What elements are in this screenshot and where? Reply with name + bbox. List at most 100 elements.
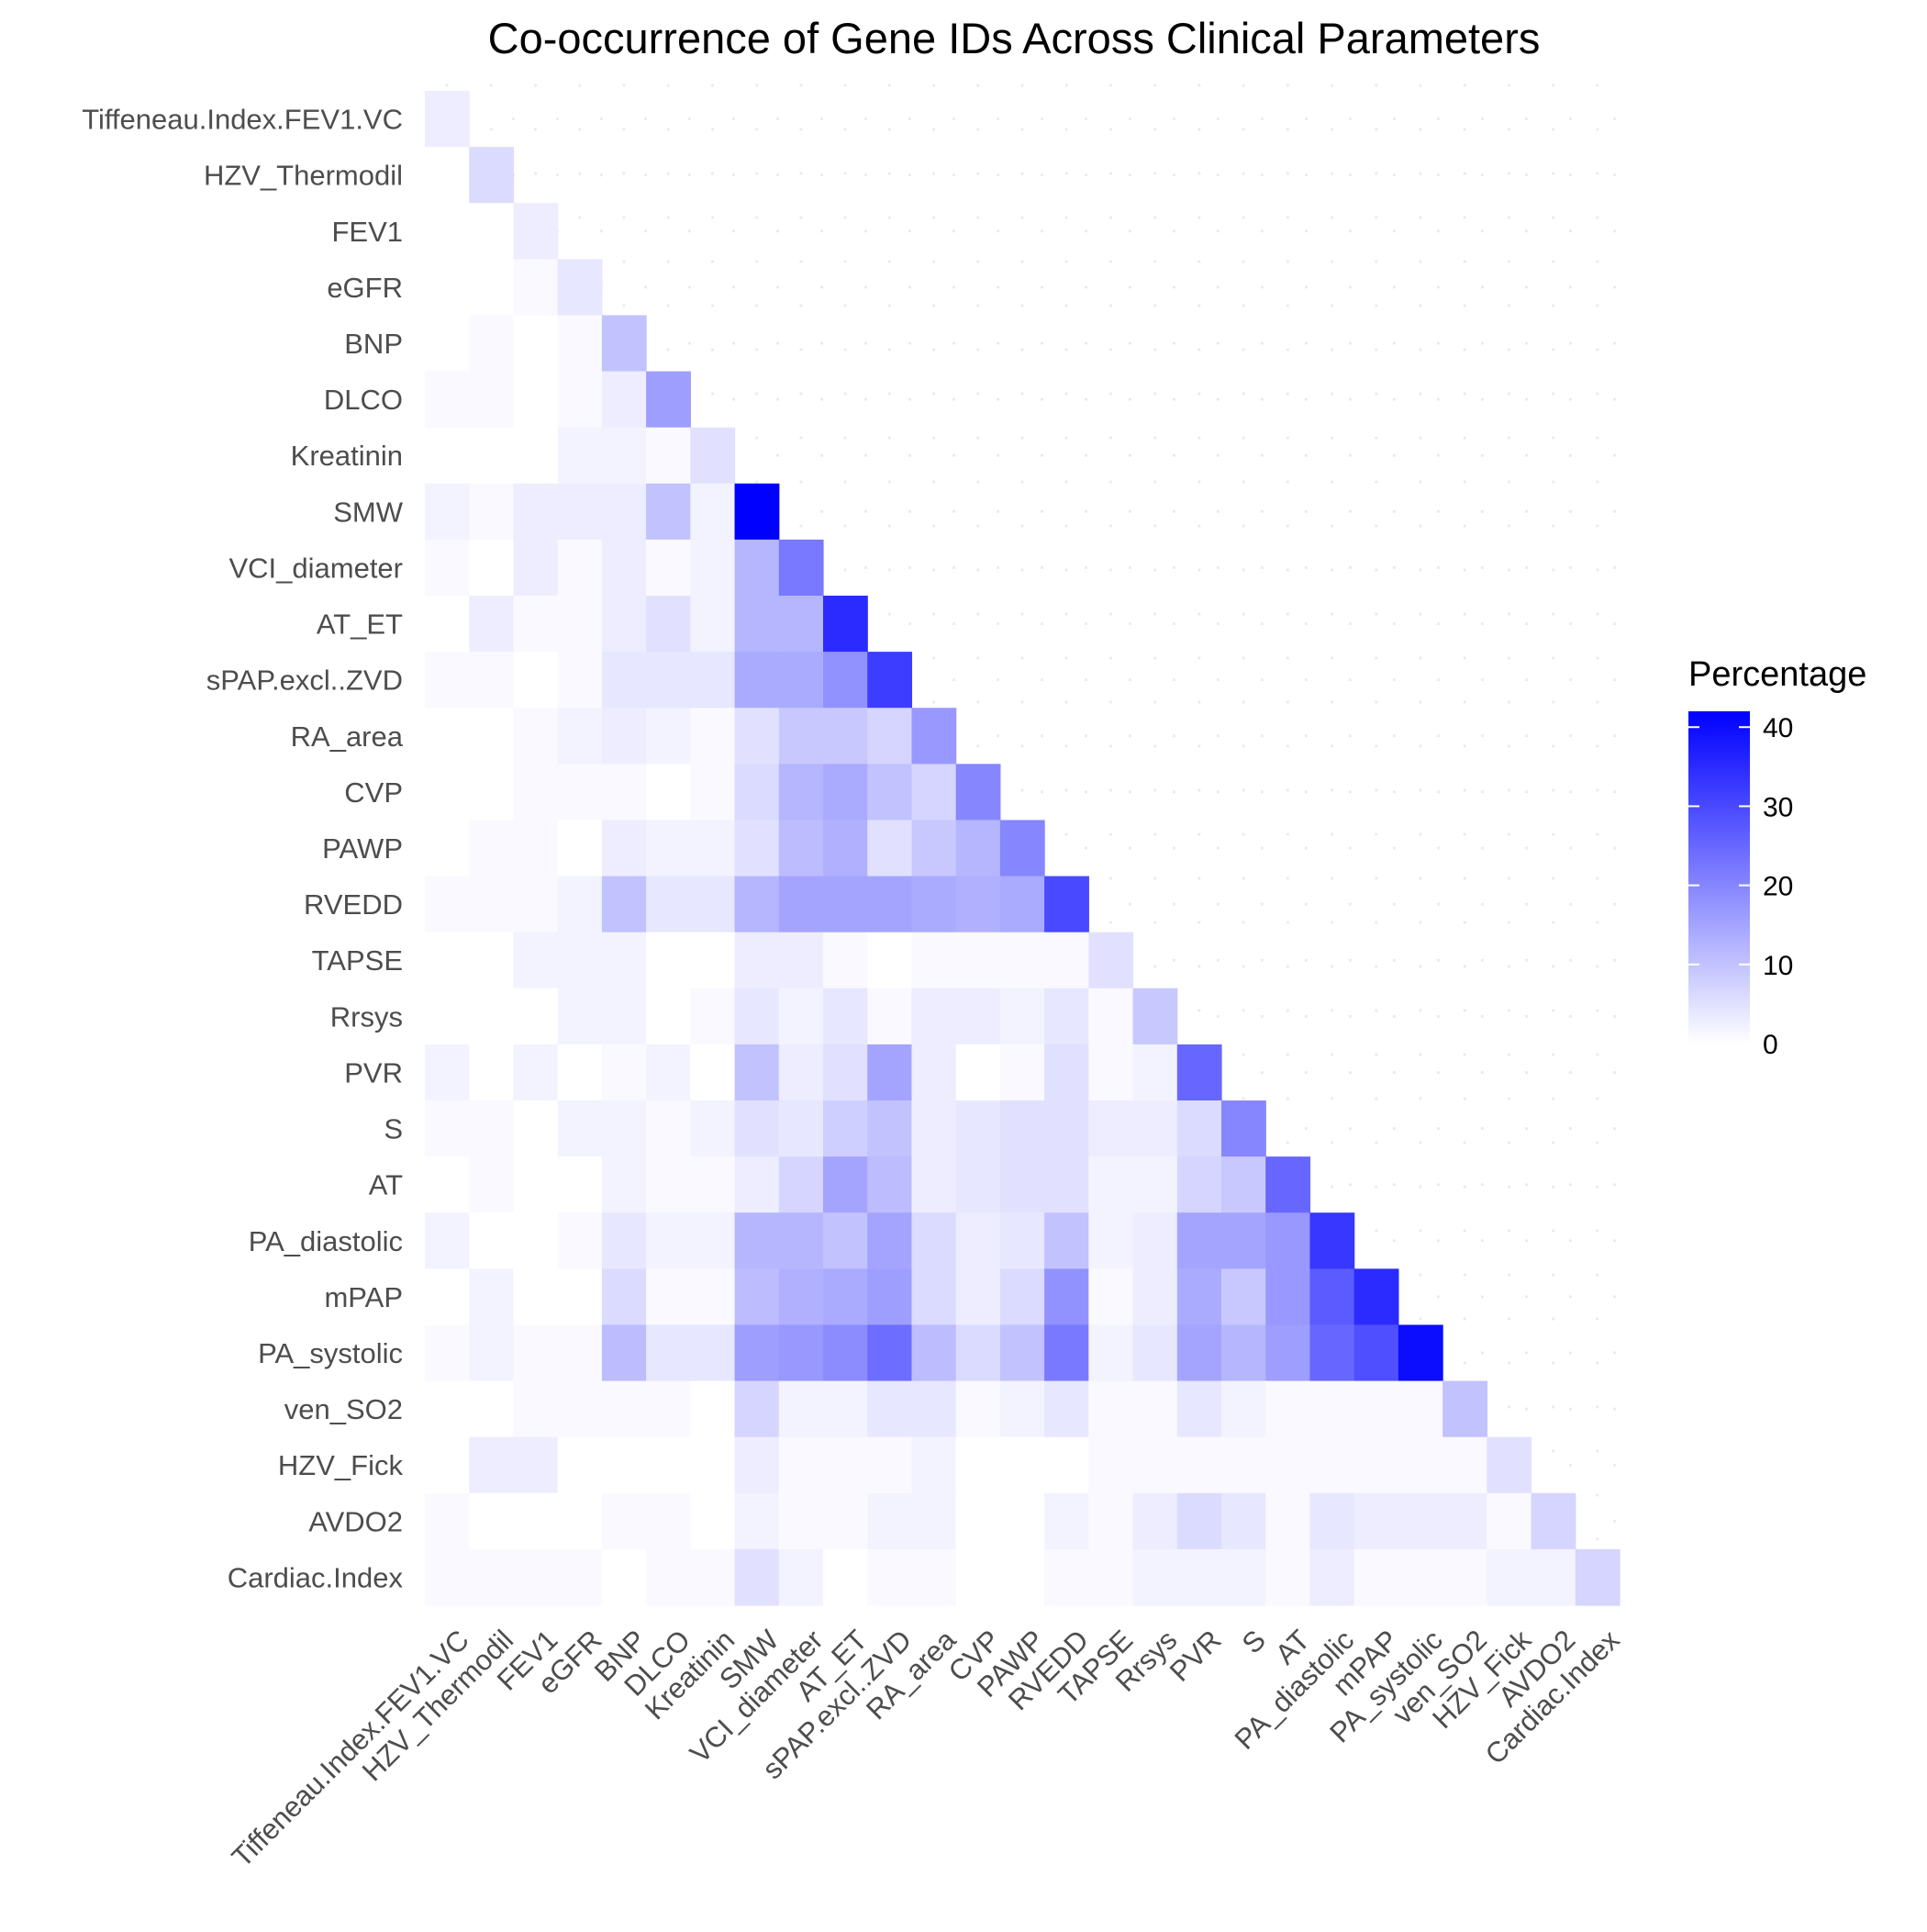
grid-dot [1172, 734, 1176, 738]
grid-dot [1612, 229, 1617, 233]
grid-dot [1064, 568, 1068, 572]
heatmap-cell: HZV_Fick / BNP: 0 [601, 1436, 647, 1494]
grid-dot [1419, 788, 1422, 792]
grid-dot [1172, 790, 1176, 794]
heatmap-cell: AVDO2 / Kreatinin: 0 [690, 1492, 736, 1550]
grid-dot [1286, 84, 1289, 87]
heatmap-cell: sPAP.excl..ZVD / HZV_Thermodil: 1 [469, 652, 515, 709]
heatmap-cell: AT_ET / AT_ET: 35 [823, 596, 868, 653]
heatmap-cell: Cardiac.Index / VCI_diameter: 2 [778, 1548, 824, 1606]
grid-dot [1260, 341, 1264, 345]
grid-dot [1480, 846, 1485, 850]
heatmap-cell: Kreatinin / eGFR: 2 [557, 427, 603, 485]
grid-dot [1568, 1014, 1573, 1018]
heatmap-cell: RVEDD / VCI_diameter: 15 [778, 876, 824, 933]
grid-dot [1304, 958, 1309, 962]
heatmap-cell: AVDO2 / S: 4 [1221, 1492, 1266, 1550]
heatmap-cell: PA_systolic / Rrsys: 4 [1132, 1324, 1178, 1382]
grid-dot [1216, 565, 1220, 570]
grid-dot [1242, 832, 1245, 836]
grid-dot [710, 392, 715, 396]
y-tick-label: TAPSE [312, 944, 403, 977]
heatmap-cell: Rrsys / CVP: 3 [955, 988, 1001, 1045]
grid-dot [578, 128, 582, 131]
grid-dot [887, 260, 891, 263]
grid-dot [1463, 1053, 1466, 1056]
grid-dot [1507, 436, 1511, 440]
heatmap-cell: sPAP.excl..ZVD / DLCO: 4 [646, 652, 691, 709]
grid-dot [887, 84, 891, 87]
grid-dot [755, 304, 759, 307]
grid-dot [1375, 84, 1378, 87]
heatmap-cell: TAPSE / FEV1: 2 [513, 932, 559, 989]
grid-dot [1507, 392, 1511, 396]
y-tick-label: RA_area [291, 720, 404, 753]
grid-dot [976, 304, 980, 307]
heatmap-cell: PA_diastolic / RA_area: 6 [911, 1212, 957, 1269]
grid-dot [1128, 902, 1132, 906]
heatmap-cell: AT_ET / Kreatinin: 2 [690, 596, 736, 653]
heatmap-cell: RVEDD / SMW: 12 [734, 876, 780, 933]
grid-dot [1375, 612, 1378, 616]
grid-dot [1020, 436, 1024, 440]
grid-dot [1375, 348, 1378, 352]
grid-dot [1040, 509, 1044, 513]
grid-dot [1153, 392, 1157, 396]
heatmap-cell: Cardiac.Index / PVR: 2 [1176, 1548, 1222, 1606]
heatmap-cell: Cardiac.Index / AT: 1 [1265, 1548, 1311, 1606]
heatmap-cell: PAWP / AT_ET: 13 [823, 820, 868, 877]
heatmap-cell: sPAP.excl..ZVD / eGFR: 1 [557, 652, 603, 709]
grid-dot [1524, 1070, 1529, 1075]
grid-dot [533, 84, 538, 87]
grid-dot [1375, 965, 1378, 968]
grid-dot [1128, 173, 1132, 177]
heatmap-cell: PA_systolic / AT_ET: 19 [823, 1324, 868, 1382]
grid-dot [1524, 565, 1529, 570]
grid-dot [1552, 832, 1555, 836]
grid-dot [1330, 128, 1334, 131]
grid-dot [843, 392, 847, 396]
heatmap-cell: PA_diastolic / PAWP: 4 [999, 1212, 1045, 1269]
grid-dot [1304, 1014, 1309, 1018]
grid-dot [1242, 700, 1245, 704]
heatmap-cell: DLCO / Tiffeneau.Index.FEV1.VC: 1 [425, 371, 470, 429]
grid-dot [1375, 172, 1378, 175]
heatmap-cell: mPAP / AT_ET: 14 [823, 1268, 868, 1326]
heatmap-cell: TAPSE / Kreatinin: 0 [690, 932, 736, 989]
grid-dot [1020, 84, 1024, 87]
grid-dot [1020, 656, 1024, 660]
heatmap-cell: ven_SO2 / BNP: 1 [601, 1380, 647, 1438]
heatmap-cell: AT_ET / FEV1: 1 [513, 596, 559, 653]
heatmap-cell: RA_area / FEV1: 1 [513, 708, 559, 765]
grid-dot [1552, 1185, 1555, 1189]
grid-dot [996, 734, 1000, 738]
grid-dot [1330, 700, 1334, 704]
grid-dot [1596, 877, 1599, 880]
grid-dot [1040, 734, 1044, 738]
grid-dot [1128, 509, 1132, 513]
grid-dot [1375, 524, 1378, 528]
grid-dot [1375, 921, 1378, 924]
grid-dot [1552, 1361, 1555, 1365]
grid-dot [687, 173, 692, 177]
legend: Percentage 0 10 20 30 40 [1688, 655, 1866, 1060]
heatmap-cell: Rrsys / SMW: 4 [734, 988, 780, 1045]
grid-dot [976, 348, 980, 352]
grid-dot [1128, 285, 1132, 289]
grid-dot [1286, 304, 1289, 307]
grid-dot [1552, 1273, 1555, 1277]
grid-dot [599, 117, 604, 121]
grid-dot [1507, 348, 1511, 352]
heatmap-cell: ven_SO2 / Tiffeneau.Index.FEV1.VC: 0 [425, 1380, 470, 1438]
grid-dot [1612, 1126, 1617, 1131]
grid-dot [1216, 621, 1220, 626]
grid-dot [1612, 509, 1617, 513]
heatmap-cell: mPAP / PA_diastolic: 27 [1309, 1268, 1355, 1326]
heatmap-cell: S / VCI_diameter: 4 [778, 1100, 824, 1157]
heatmap-cell: Cardiac.Index / HZV_Thermodil: 1 [469, 1548, 515, 1606]
grid-dot [1197, 788, 1201, 792]
heatmap-cell: BNP / FEV1: 0 [513, 315, 559, 373]
heatmap-cell: PAWP / BNP: 3 [601, 820, 647, 877]
grid-dot [1375, 1185, 1378, 1189]
heatmap-cell: Rrsys / PAWP: 2 [999, 988, 1045, 1045]
